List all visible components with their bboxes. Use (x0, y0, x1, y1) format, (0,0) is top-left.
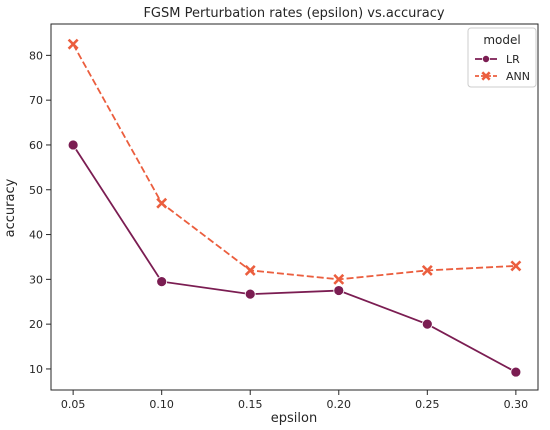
legend-title: model (483, 33, 520, 47)
data-point-lr (156, 276, 168, 287)
legend: model LR ANN (467, 27, 537, 88)
data-point-ann (421, 264, 433, 276)
y-tick-label: 10 (29, 363, 43, 376)
legend-marker-lr (481, 55, 490, 64)
y-tick-label: 50 (29, 184, 43, 197)
y-tick-label: 20 (29, 318, 43, 331)
data-point-ann (156, 197, 168, 209)
chart-title: FGSM Perturbation rates (epsilon) vs.acc… (143, 6, 444, 21)
x-tick-label: 0.05 (61, 398, 86, 411)
data-point-ann (510, 260, 522, 272)
data-point-lr (244, 288, 256, 300)
y-axis-label: accuracy (3, 178, 18, 237)
data-point-ann (333, 273, 345, 285)
x-tick-label: 0.20 (327, 398, 352, 411)
data-point-ann (244, 264, 256, 276)
y-tick-label: 30 (29, 273, 43, 286)
plot-area (50, 23, 539, 391)
series-lr (67, 139, 522, 378)
y-axis: 10 20 30 40 50 60 70 80 (29, 49, 51, 376)
legend-item-lr: LR (475, 53, 520, 66)
x-axis: 0.05 0.10 0.15 0.20 0.25 0.30 (61, 390, 528, 411)
data-point-lr (333, 285, 345, 296)
series-line-ann (72, 43, 516, 281)
x-axis-label: epsilon (271, 411, 317, 426)
data-point-lr (67, 139, 79, 151)
legend-item-ann: ANN (475, 70, 530, 83)
series-ann (67, 38, 522, 285)
y-tick-label: 60 (29, 139, 43, 152)
legend-box (467, 27, 537, 88)
y-tick-label: 70 (29, 94, 43, 107)
legend-marker-ann (481, 71, 491, 81)
legend-label-ann: ANN (506, 70, 530, 83)
x-tick-label: 0.10 (149, 398, 174, 411)
data-point-lr (510, 366, 522, 378)
data-point-lr (421, 318, 433, 330)
x-tick-label: 0.15 (238, 398, 263, 411)
series-layer (67, 38, 522, 378)
legend-label-lr: LR (506, 53, 520, 66)
data-point-ann (67, 38, 79, 50)
series-line-lr (72, 144, 517, 373)
x-tick-label: 0.25 (415, 398, 440, 411)
x-tick-label: 0.30 (504, 398, 529, 411)
y-tick-label: 80 (29, 49, 43, 62)
y-tick-label: 40 (29, 229, 43, 242)
